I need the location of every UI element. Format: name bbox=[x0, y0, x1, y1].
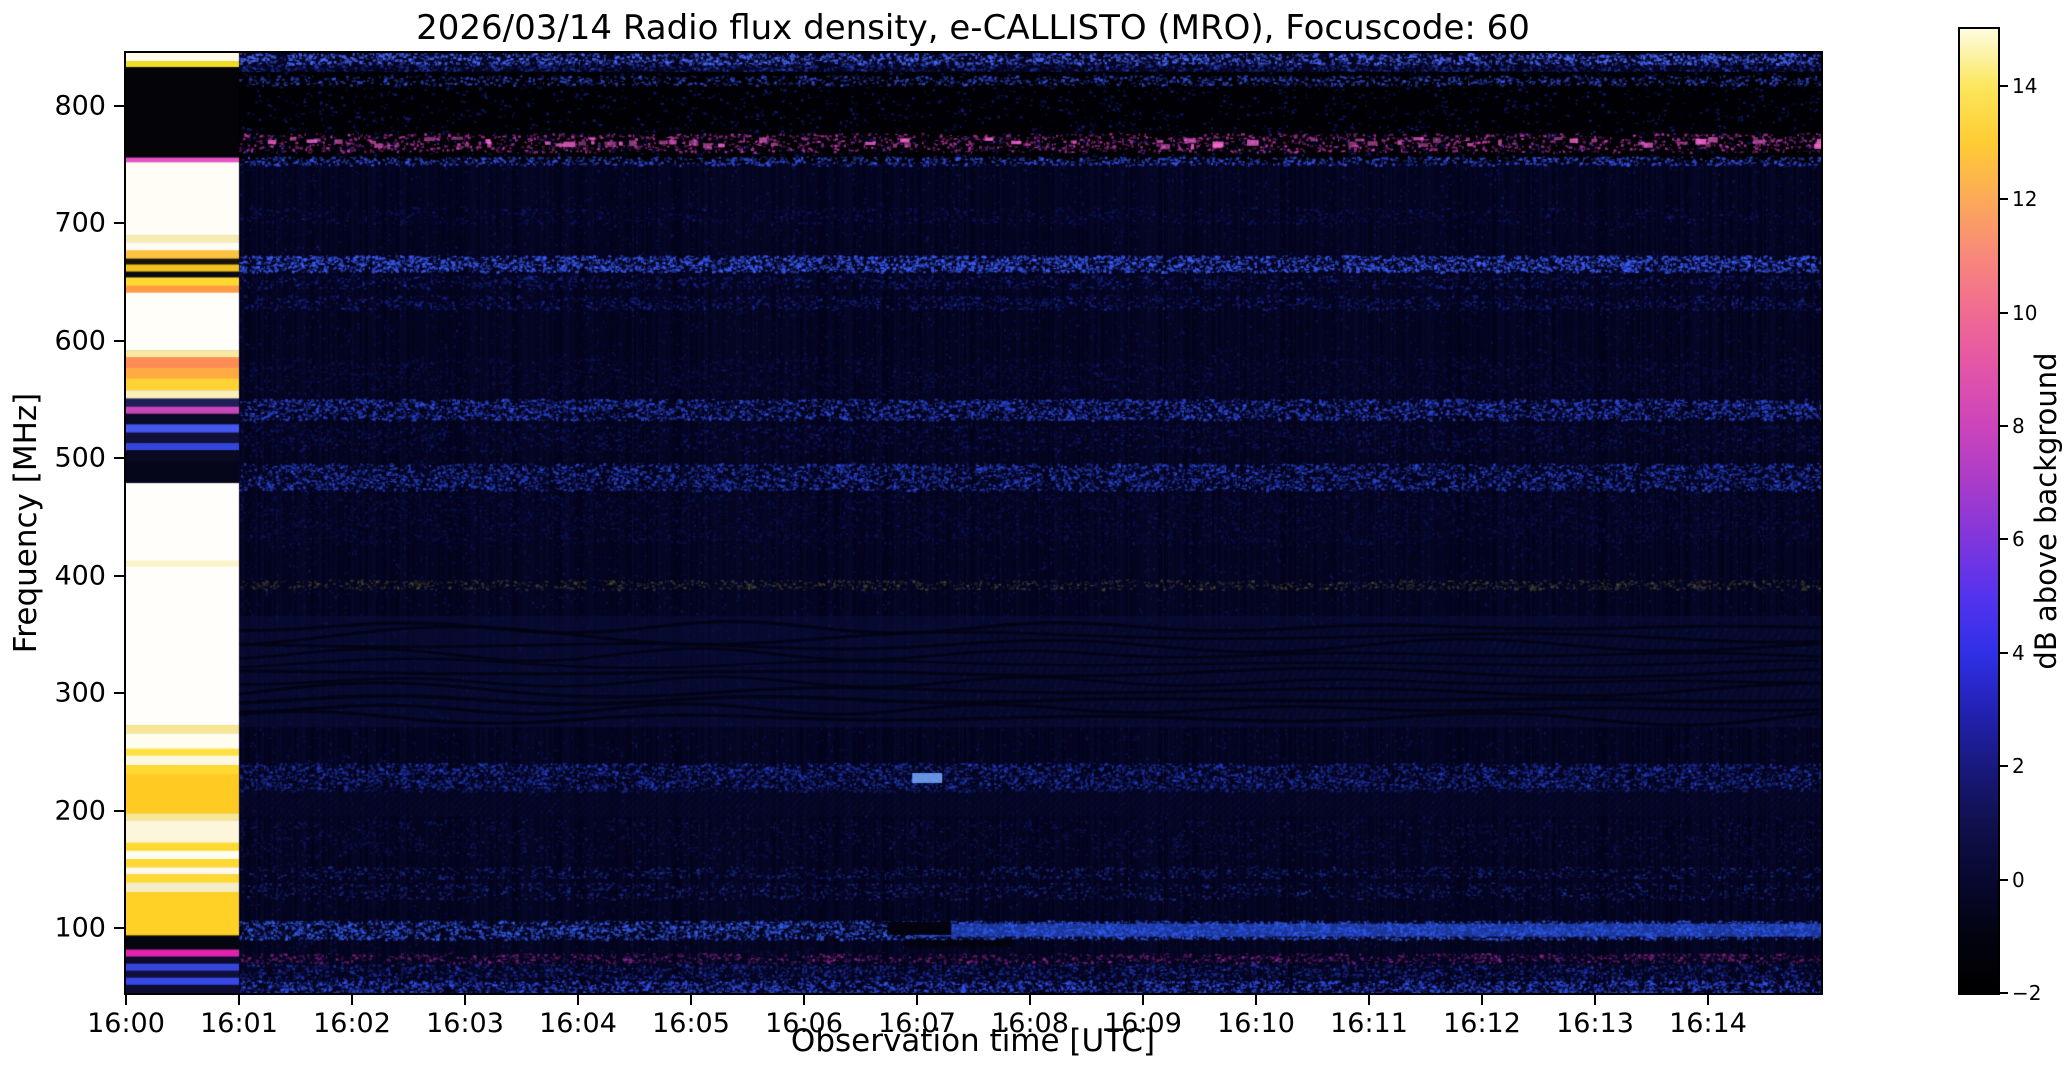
x-tick-label: 16:13 bbox=[1556, 1008, 1634, 1039]
colorbar-tick-label: 14 bbox=[2012, 73, 2038, 98]
colorbar-tick-mark bbox=[2000, 84, 2008, 87]
colorbar-tick-label: 0 bbox=[2012, 867, 2025, 892]
x-tick-mark bbox=[1368, 995, 1370, 1005]
y-tick-label: 200 bbox=[54, 795, 106, 827]
x-tick-mark bbox=[1255, 995, 1257, 1005]
x-tick-label: 16:05 bbox=[652, 1008, 730, 1039]
y-axis-ticks: 800 700 600 500 400 300 200 100 bbox=[0, 51, 124, 995]
x-tick-mark bbox=[803, 995, 805, 1005]
colorbar-ticks: 14 12 10 8 6 4 2 0 −2 bbox=[2000, 29, 2064, 1005]
colorbar-tick-mark bbox=[2000, 538, 2008, 541]
x-tick-label: 16:02 bbox=[313, 1008, 391, 1039]
colorbar-tick-label: 8 bbox=[2012, 413, 2025, 438]
colorbar-tick-label: 2 bbox=[2012, 754, 2025, 779]
y-tick-label: 800 bbox=[54, 90, 106, 122]
x-axis-label: Observation time [UTC] bbox=[790, 1023, 1156, 1059]
colorbar-tick-label: −2 bbox=[2012, 981, 2042, 1005]
x-tick-mark bbox=[1029, 995, 1031, 1005]
x-tick-label: 16:07 bbox=[878, 1008, 956, 1039]
y-tick-label: 600 bbox=[54, 325, 106, 357]
x-tick-label: 16:03 bbox=[426, 1008, 504, 1039]
x-tick-label: 16:10 bbox=[1217, 1008, 1295, 1039]
y-tick-label: 700 bbox=[54, 207, 106, 239]
colorbar-tick-mark bbox=[2000, 198, 2008, 201]
x-tick-mark bbox=[577, 995, 579, 1005]
x-tick-label: 16:12 bbox=[1443, 1008, 1521, 1039]
y-tick-mark bbox=[114, 222, 124, 225]
y-tick-mark bbox=[114, 104, 124, 107]
colorbar-tick-mark bbox=[2000, 765, 2008, 768]
y-tick-mark bbox=[114, 339, 124, 342]
colorbar-tick-mark bbox=[2000, 878, 2008, 881]
x-tick-mark bbox=[916, 995, 918, 1005]
colorbar-tick-label: 6 bbox=[2012, 527, 2025, 552]
y-tick-label: 300 bbox=[54, 677, 106, 709]
y-tick-mark bbox=[114, 457, 124, 460]
x-tick-mark bbox=[464, 995, 466, 1005]
x-tick-mark bbox=[1142, 995, 1144, 1005]
x-tick-mark bbox=[690, 995, 692, 1005]
x-tick-mark bbox=[238, 995, 240, 1005]
colorbar-gradient bbox=[1960, 29, 1998, 993]
colorbar-tick-mark bbox=[2000, 424, 2008, 427]
x-tick-mark bbox=[1594, 995, 1596, 1005]
plot-area bbox=[124, 51, 1823, 995]
chart-title: 2026/03/14 Radio flux density, e-CALLIST… bbox=[416, 8, 1530, 48]
y-tick-mark bbox=[114, 927, 124, 930]
y-tick-label: 100 bbox=[54, 912, 106, 944]
colorbar bbox=[1958, 27, 2000, 995]
x-tick-mark bbox=[125, 995, 127, 1005]
x-tick-label: 16:00 bbox=[87, 1008, 165, 1039]
colorbar-tick-label: 4 bbox=[2012, 640, 2025, 665]
y-tick-label: 400 bbox=[54, 560, 106, 592]
colorbar-tick-mark bbox=[2000, 311, 2008, 314]
colorbar-tick-label: 12 bbox=[2012, 187, 2038, 212]
colorbar-tick-mark bbox=[2000, 651, 2008, 654]
y-tick-mark bbox=[114, 574, 124, 577]
x-tick-label: 16:09 bbox=[1104, 1008, 1182, 1039]
x-tick-label: 16:08 bbox=[991, 1008, 1069, 1039]
x-tick-label: 16:11 bbox=[1330, 1008, 1408, 1039]
x-tick-label: 16:14 bbox=[1669, 1008, 1747, 1039]
x-tick-mark bbox=[1707, 995, 1709, 1005]
colorbar-label: dB above background bbox=[2029, 352, 2063, 670]
colorbar-tick-label: 10 bbox=[2012, 300, 2038, 325]
spectrogram-canvas bbox=[126, 53, 1821, 993]
x-tick-label: 16:01 bbox=[200, 1008, 278, 1039]
x-tick-mark bbox=[1481, 995, 1483, 1005]
y-tick-mark bbox=[114, 809, 124, 812]
x-tick-mark bbox=[351, 995, 353, 1005]
y-tick-mark bbox=[114, 692, 124, 695]
x-tick-label: 16:06 bbox=[765, 1008, 843, 1039]
x-axis-ticks: 16:00 16:01 16:02 16:03 16:04 16:05 16:06 16:07… bbox=[87, 995, 1823, 1041]
y-tick-label: 500 bbox=[54, 442, 106, 474]
colorbar-tick-mark bbox=[2000, 992, 2008, 994]
x-tick-label: 16:04 bbox=[539, 1008, 617, 1039]
